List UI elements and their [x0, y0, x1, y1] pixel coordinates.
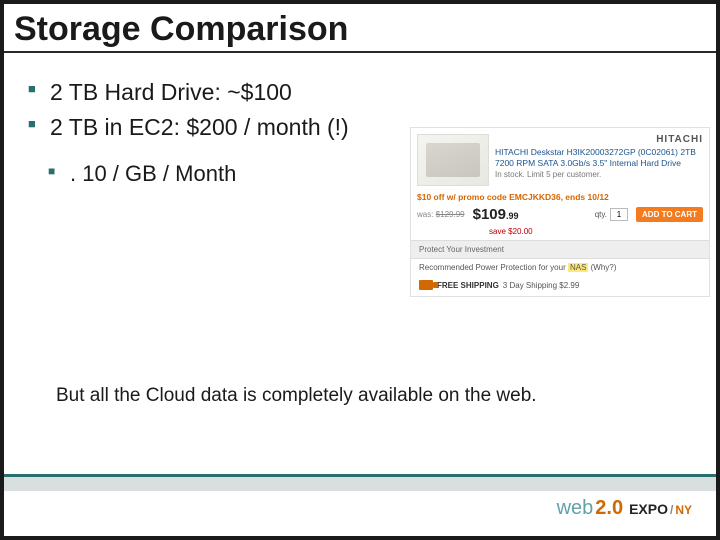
closing-text: But all the Cloud data is completely ava…: [56, 385, 692, 407]
qty-label: qty.: [595, 210, 607, 219]
old-price: was: $129.99: [417, 210, 465, 219]
brand-label: HITACHI: [495, 134, 703, 145]
price-main: $109: [473, 206, 506, 223]
old-price-label: was:: [417, 210, 433, 219]
logo-web: web: [557, 497, 594, 520]
bullet-item: 2 TB Hard Drive: ~$100: [28, 77, 388, 108]
rec-highlight: NAS: [568, 263, 588, 272]
logo-expo: EXPO: [629, 501, 668, 517]
price-row: was: $129.99 $109.99 qty. ADD TO CART: [411, 202, 709, 227]
truck-icon: [419, 280, 433, 290]
shipping-rest: 3 Day Shipping $2.99: [503, 281, 580, 290]
main-bullets: 2 TB Hard Drive: ~$100 2 TB in EC2: $200…: [28, 77, 388, 143]
price: $109.99: [473, 206, 519, 223]
title-area: Storage Comparison: [4, 4, 716, 53]
rec-suffix: (Why?): [588, 263, 616, 272]
slide: Storage Comparison 2 TB Hard Drive: ~$10…: [4, 4, 716, 536]
rec-prefix: Recommended Power Protection for your: [419, 263, 568, 272]
shipping-row: FREE SHIPPING 3 Day Shipping $2.99: [411, 276, 709, 296]
add-to-cart-button[interactable]: ADD TO CART: [636, 207, 703, 222]
product-top-row: HITACHI HITACHI Deskstar H3IK20003272GP …: [411, 128, 709, 192]
logo-ny: NY: [675, 503, 692, 517]
old-price-value: $129.99: [436, 210, 465, 219]
logo-two: 2.0: [595, 497, 623, 520]
bullet-item: 2 TB in EC2: $200 / month (!): [28, 112, 388, 143]
price-cents: .99: [506, 211, 519, 221]
logo-slash: /: [670, 503, 673, 517]
content-area: 2 TB Hard Drive: ~$100 2 TB in EC2: $200…: [4, 53, 716, 474]
stock-label: In stock. Limit 5 per customer.: [495, 170, 703, 179]
slide-title: Storage Comparison: [14, 10, 706, 49]
qty-input[interactable]: [610, 208, 628, 221]
product-info: HITACHI HITACHI Deskstar H3IK20003272GP …: [495, 134, 703, 186]
product-listing: HITACHI HITACHI Deskstar H3IK20003272GP …: [410, 127, 710, 297]
free-shipping-label: FREE SHIPPING: [437, 281, 499, 290]
footer-band: [4, 477, 716, 491]
promo-text: $10 off w/ promo code EMCJKKD36, ends 10…: [411, 192, 709, 202]
product-title[interactable]: HITACHI Deskstar H3IK20003272GP (0C02061…: [495, 147, 703, 168]
qty-group: qty.: [595, 208, 628, 221]
recommendation-line: Recommended Power Protection for your NA…: [411, 259, 709, 276]
web20-expo-logo: web2.0 EXPO/NY: [557, 497, 692, 520]
footer: web2.0 EXPO/NY: [4, 474, 716, 536]
protect-band: Protect Your Investment: [411, 240, 709, 259]
save-amount: save $20.00: [411, 227, 709, 240]
hard-drive-image: [417, 134, 489, 186]
